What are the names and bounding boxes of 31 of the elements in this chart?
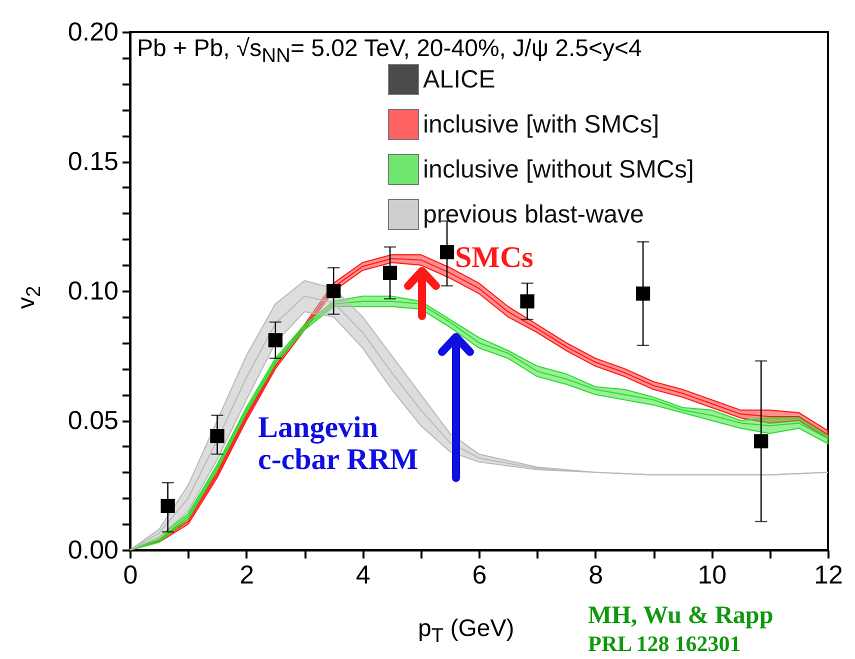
point	[520, 294, 534, 308]
y-tick-label: 0.15	[68, 146, 118, 176]
legend-label: ALICE	[423, 66, 496, 94]
x-tick-label: 4	[356, 560, 370, 590]
legend-label: inclusive [with SMCs]	[423, 110, 660, 138]
point	[440, 245, 454, 260]
y-tick-label: 0.05	[68, 405, 118, 435]
text: MH, Wu & Rapp	[588, 602, 774, 630]
y-tick-label: 0.00	[68, 534, 118, 564]
legend-label: previous blast-wave	[423, 200, 644, 228]
point	[382, 266, 398, 280]
point	[210, 428, 224, 444]
point	[636, 286, 650, 301]
point	[268, 333, 282, 348]
legend-label: inclusive [without SMCs]	[423, 156, 694, 184]
x-tick-label: 6	[472, 560, 487, 590]
annotation: Langevin c-cbar RRM	[258, 411, 418, 476]
x-tick-label: 12	[814, 560, 843, 590]
chart-title: Pb + Pb, √s$_{NN}$= 5.02 TeV, 20-40%, J/ψ 2.5<y<4	[137, 35, 642, 67]
x-tick-label: 2	[240, 560, 254, 590]
point	[754, 434, 768, 448]
y-tick-label: 0.20	[68, 16, 118, 46]
point	[326, 284, 341, 298]
x-tick-label: 8	[588, 560, 604, 590]
y-tick-label: 0.10	[68, 276, 118, 306]
x-axis-title: p$_{T}$ (GeV)	[418, 615, 514, 647]
x-tick-label: 0	[123, 560, 138, 590]
annotation: SMCs	[455, 241, 534, 274]
x-tick-label: 10	[698, 560, 727, 590]
text: PRL 128 162301	[588, 631, 741, 656]
point	[160, 498, 175, 514]
